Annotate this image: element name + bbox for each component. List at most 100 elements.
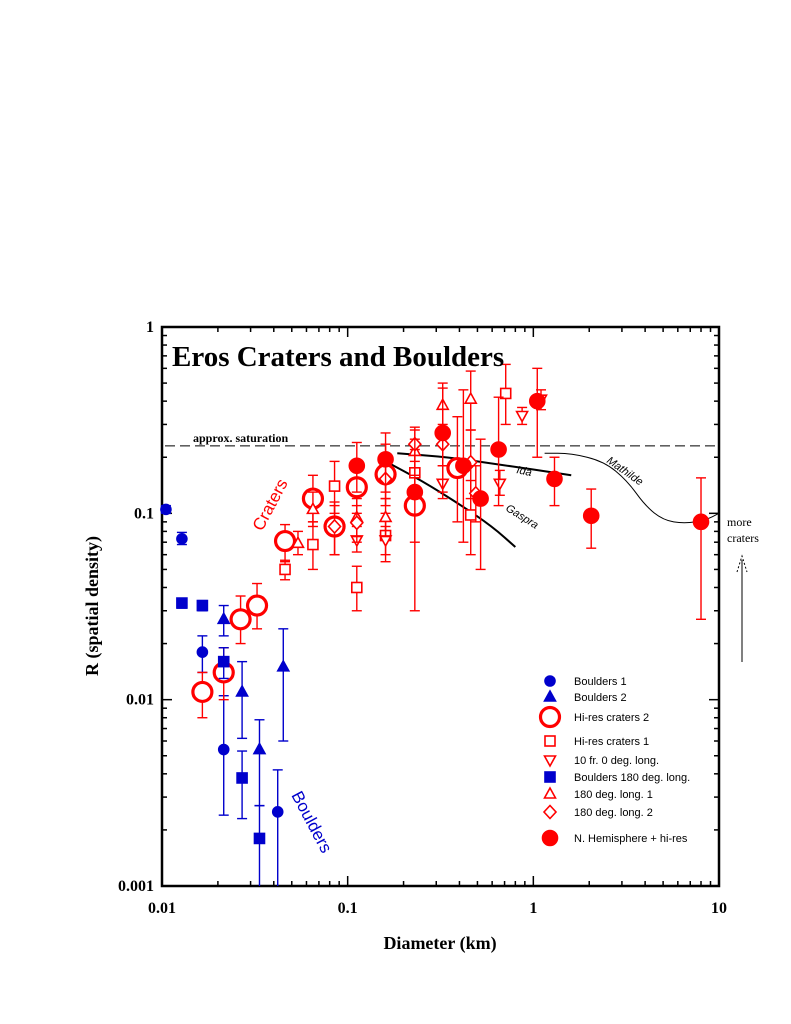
legend-marker	[544, 735, 556, 747]
data-point	[236, 772, 248, 784]
data-point	[472, 490, 489, 507]
more-craters-label-2: craters	[727, 531, 759, 545]
legend-marker	[544, 675, 556, 687]
data-point	[191, 680, 214, 704]
legend-label: Boulders 180 deg. long.	[574, 772, 690, 784]
data-point	[306, 501, 320, 515]
data-point	[328, 480, 341, 492]
data-point	[455, 457, 472, 475]
x-tick-label: 0.01	[148, 900, 176, 917]
data-point	[176, 597, 188, 609]
data-point	[196, 599, 209, 612]
y-tick-label: 1	[146, 319, 154, 336]
data-point	[492, 478, 507, 491]
data-point	[217, 743, 230, 756]
legend-label: Boulders 1	[574, 676, 627, 688]
legend-label: Boulders 2	[574, 692, 627, 704]
data-point	[253, 832, 266, 845]
boulders-annotation: Boulders	[287, 788, 335, 856]
data-point	[196, 646, 209, 658]
more-craters-arrow	[736, 554, 748, 662]
data-point	[327, 518, 342, 535]
curve-mathilde	[544, 452, 720, 524]
legend-item: 180 deg. long. 1	[543, 786, 653, 801]
legend-marker	[543, 786, 557, 799]
data-point	[235, 684, 249, 697]
data-point	[229, 608, 252, 631]
legend-item: Boulders 2	[543, 689, 627, 704]
legend-label: 180 deg. long. 1	[574, 789, 653, 801]
data-point	[528, 392, 546, 410]
y-tick-label: 0.01	[126, 692, 154, 709]
gaspra-label: Gaspra	[503, 502, 540, 531]
data-point	[434, 424, 452, 442]
data-point	[273, 529, 297, 553]
data-point	[271, 806, 284, 818]
legend-item: Hi-res craters 2	[538, 705, 649, 729]
legend-label: 10 fr. 0 deg. long.	[574, 755, 659, 767]
data-point	[307, 538, 319, 551]
data-point	[176, 533, 188, 545]
data-point	[245, 594, 269, 617]
y-tick-label: 0.1	[134, 505, 154, 522]
data-point	[406, 483, 424, 501]
legend-item: Boulders 180 deg. long.	[544, 771, 690, 784]
saturation-label: approx. saturation	[193, 431, 288, 445]
more-craters-label-1: more	[727, 515, 752, 529]
data-point	[499, 387, 512, 400]
data-point	[276, 659, 291, 672]
legend-item: 180 deg. long. 2	[542, 804, 653, 820]
series-boulders-2	[216, 604, 291, 807]
legend-marker	[543, 755, 557, 768]
data-point	[351, 581, 363, 594]
data-point	[217, 655, 230, 668]
data-point	[160, 503, 172, 516]
data-point	[348, 457, 366, 475]
series-boulders-1	[160, 503, 284, 886]
legend-label: Hi-res craters 2	[574, 712, 649, 724]
data-point	[515, 410, 529, 424]
data-point	[291, 535, 305, 549]
legend-marker	[543, 689, 557, 702]
data-point	[546, 470, 563, 488]
series-n-hemisphere-hi-res	[348, 367, 710, 620]
data-point	[464, 509, 477, 521]
curve-ida	[397, 452, 572, 477]
legend-item: 10 fr. 0 deg. long.	[543, 755, 659, 768]
legend-item: Boulders 1	[544, 675, 627, 688]
legend-marker	[542, 804, 558, 820]
legend-marker	[544, 771, 556, 783]
data-point	[582, 507, 600, 525]
x-axis-label: Diameter (km)	[383, 933, 496, 954]
data-point	[692, 513, 710, 531]
chart-title: Eros Craters and Boulders	[172, 341, 504, 373]
series-boulders-180-deg-long	[176, 597, 266, 886]
data-point	[349, 515, 364, 531]
plot-frame	[160, 325, 721, 888]
y-axis-label: R (spatial density)	[82, 536, 103, 676]
mathilde-label: Mathilde	[604, 455, 645, 489]
legend-marker	[538, 705, 562, 729]
data-point	[216, 611, 231, 625]
data-point	[279, 563, 291, 576]
data-point	[378, 509, 393, 523]
reference-curves	[385, 452, 720, 548]
x-tick-label: 10	[711, 900, 727, 917]
legend-item: Hi-res craters 1	[544, 735, 649, 748]
legend-label: Hi-res craters 1	[574, 736, 649, 748]
data-point	[252, 741, 267, 755]
ida-label: Ida	[515, 464, 532, 479]
legend-label: N. Hemisphere + hi-res	[574, 833, 688, 845]
y-tick-label: 0.001	[118, 878, 154, 895]
axis-ticks: 0.01 0.1 1 10 0.001 0.01 0.1 1	[118, 319, 727, 917]
data-point	[490, 441, 507, 458]
x-tick-label: 1	[529, 900, 537, 917]
legend-item: N. Hemisphere + hi-res	[541, 829, 688, 847]
legend-label: 180 deg. long. 2	[574, 807, 653, 819]
x-tick-label: 0.1	[338, 900, 358, 917]
data-markers	[160, 363, 710, 886]
data-point	[463, 391, 478, 404]
legend-marker	[541, 829, 559, 847]
data-point	[377, 450, 394, 468]
